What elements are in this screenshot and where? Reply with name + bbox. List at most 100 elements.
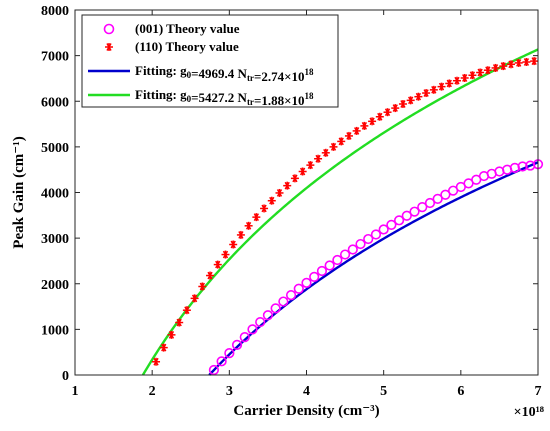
legend: (001) Theory value (110) Theory value Fitt… [81, 14, 339, 108]
point-110-22 [321, 148, 330, 157]
x-axis-label: Carrier Density (cm⁻³) [233, 403, 379, 419]
axes [74, 9, 539, 376]
point-110-34 [414, 92, 423, 101]
point-001-40 [517, 161, 528, 172]
point-110-1 [159, 343, 168, 352]
point-110-28 [368, 117, 377, 126]
point-110-21 [314, 154, 323, 163]
fit-curve-2 [141, 48, 539, 376]
point-110-30 [383, 108, 392, 117]
point-110-47 [514, 58, 523, 67]
point-001-0 [208, 364, 219, 376]
point-110-3 [175, 318, 184, 327]
point-110-14 [260, 204, 269, 213]
point-001-16 [332, 254, 343, 266]
point-110-42 [476, 68, 485, 77]
point-110-49 [530, 57, 539, 66]
point-110-0 [152, 357, 161, 366]
point-110-5 [190, 294, 199, 303]
x-tick-label: 5 [380, 384, 387, 399]
point-110-46 [506, 60, 515, 69]
point-110-24 [337, 137, 346, 146]
point-001-20 [363, 233, 374, 245]
point-001-19 [355, 238, 366, 250]
point-110-8 [213, 260, 222, 269]
tick-labels: 1 2 3 4 5 6 7 0 1000 2000 3000 4000 5000 6000 7000 8000 [41, 4, 542, 399]
point-110-10 [229, 240, 238, 249]
point-110-2 [167, 330, 176, 339]
point-001-4 [239, 332, 250, 343]
point-001-9 [278, 296, 289, 307]
point-001-6 [255, 316, 266, 328]
point-110-36 [429, 85, 438, 94]
point-110-31 [391, 104, 400, 113]
data-markers [152, 57, 544, 376]
point-110-26 [352, 126, 361, 135]
point-110-15 [267, 196, 276, 205]
point-110-29 [375, 112, 384, 121]
point-001-2 [224, 348, 235, 359]
x-tick-label: 4 [303, 384, 310, 399]
point-001-11 [293, 283, 304, 294]
x-tick-label: 7 [535, 384, 542, 399]
point-110-17 [283, 181, 292, 190]
y-tick-label: 3000 [41, 232, 69, 247]
point-001-1 [216, 356, 227, 367]
point-110-11 [236, 230, 245, 239]
point-110-19 [298, 167, 307, 176]
point-001-25 [401, 210, 412, 221]
point-001-23 [386, 219, 397, 230]
point-001-17 [339, 249, 351, 260]
point-001-7 [262, 310, 274, 321]
point-001-28 [424, 197, 436, 209]
point-110-39 [452, 76, 461, 85]
y-tick-label: 0 [62, 369, 69, 384]
legend-symbol-star [105, 43, 113, 51]
point-110-35 [422, 89, 431, 98]
point-110-7 [206, 271, 215, 280]
x-tick-label: 6 [457, 384, 464, 399]
point-110-33 [406, 96, 415, 105]
point-001-5 [247, 324, 258, 335]
x-tick-label: 1 [72, 384, 79, 399]
point-110-9 [221, 250, 230, 259]
point-110-43 [483, 66, 492, 75]
point-001-29 [432, 193, 443, 204]
legend-label-1: (001) Theory value [135, 21, 240, 36]
y-tick-label: 8000 [41, 4, 69, 19]
point-001-13 [309, 271, 320, 283]
y-tick-label: 4000 [41, 187, 69, 202]
point-001-18 [347, 244, 358, 255]
point-110-13 [252, 213, 261, 222]
point-110-27 [360, 121, 369, 130]
legend-symbol-circle [103, 23, 115, 35]
point-001-22 [378, 224, 389, 235]
point-110-4 [182, 306, 191, 315]
y-tick-label: 7000 [41, 50, 69, 65]
point-001-14 [316, 265, 328, 277]
x-tick-label: 2 [149, 384, 156, 399]
point-110-48 [522, 58, 531, 67]
point-001-27 [417, 202, 428, 213]
point-001-8 [270, 303, 281, 314]
legend-label-3: Fitting: g0=4969.4 Ntr=2.74×1018 [135, 63, 314, 84]
x-exponent-label: ×10¹⁸ [514, 405, 544, 420]
y-tick-label: 1000 [41, 323, 69, 338]
point-110-16 [275, 188, 284, 197]
point-110-40 [460, 73, 469, 82]
y-tick-label: 6000 [41, 95, 69, 110]
point-001-21 [370, 229, 382, 240]
y-tick-label: 5000 [41, 141, 69, 156]
legend-label-4: Fitting: g0=5427.2 Ntr=1.88×1018 [135, 87, 314, 108]
point-001-15 [324, 260, 335, 271]
point-110-18 [290, 174, 299, 183]
y-tick-label: 2000 [41, 278, 69, 293]
point-110-44 [491, 63, 500, 72]
point-110-38 [445, 79, 454, 88]
point-001-10 [285, 290, 297, 301]
legend-label-2: (110) Theory value [135, 39, 239, 54]
point-001-12 [301, 277, 312, 288]
point-110-25 [344, 131, 353, 140]
point-110-37 [437, 82, 446, 91]
point-110-20 [306, 161, 315, 170]
